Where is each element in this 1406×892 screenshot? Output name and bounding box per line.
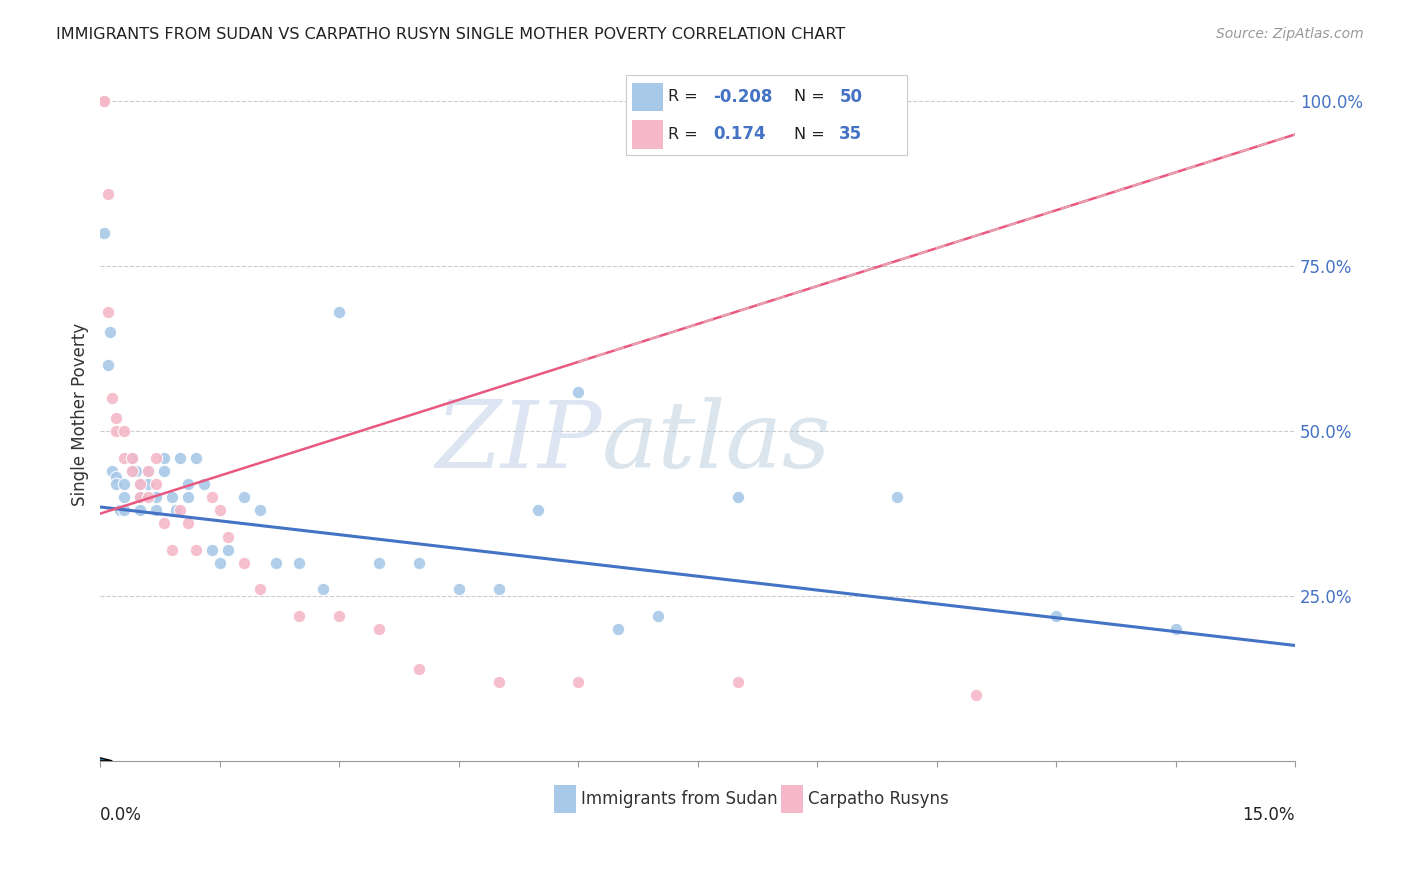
- Point: [153, 450, 176, 465]
- Point: [567, 384, 589, 399]
- Point: [232, 556, 254, 570]
- Point: [607, 622, 630, 636]
- Text: ZIP: ZIP: [436, 397, 602, 487]
- Point: [145, 450, 167, 465]
- Point: [121, 464, 143, 478]
- Point: [169, 450, 191, 465]
- Point: [647, 608, 669, 623]
- Point: [153, 516, 176, 531]
- Bar: [554, 785, 576, 813]
- Point: [208, 556, 231, 570]
- Text: Immigrants from Sudan: Immigrants from Sudan: [581, 790, 778, 808]
- Point: [249, 582, 271, 597]
- Point: [112, 450, 135, 465]
- Text: IMMIGRANTS FROM SUDAN VS CARPATHO RUSYN SINGLE MOTHER POVERTY CORRELATION CHART: IMMIGRANTS FROM SUDAN VS CARPATHO RUSYN …: [56, 27, 845, 42]
- Point: [97, 305, 120, 319]
- Point: [93, 227, 115, 241]
- Point: [217, 542, 239, 557]
- Point: [121, 464, 143, 478]
- Point: [177, 516, 200, 531]
- Text: Source: ZipAtlas.com: Source: ZipAtlas.com: [1216, 27, 1364, 41]
- Point: [101, 464, 124, 478]
- Point: [886, 490, 908, 504]
- Bar: [782, 785, 803, 813]
- Point: [169, 503, 191, 517]
- Point: [232, 490, 254, 504]
- Point: [328, 608, 350, 623]
- Point: [105, 411, 128, 425]
- Point: [368, 556, 391, 570]
- Point: [110, 503, 132, 517]
- Text: 15.0%: 15.0%: [1243, 805, 1295, 824]
- Point: [1164, 622, 1187, 636]
- Point: [408, 661, 430, 675]
- Y-axis label: Single Mother Poverty: Single Mother Poverty: [72, 323, 89, 507]
- Point: [177, 476, 200, 491]
- Point: [97, 186, 120, 201]
- Point: [129, 490, 152, 504]
- Point: [121, 450, 143, 465]
- Point: [447, 582, 470, 597]
- Point: [129, 503, 152, 517]
- Point: [153, 464, 176, 478]
- Point: [488, 582, 510, 597]
- Point: [160, 542, 183, 557]
- Point: [488, 674, 510, 689]
- Point: [208, 503, 231, 517]
- Point: [567, 674, 589, 689]
- Point: [177, 490, 200, 504]
- Point: [105, 476, 128, 491]
- Point: [160, 490, 183, 504]
- Point: [145, 490, 167, 504]
- Point: [97, 358, 120, 372]
- Point: [112, 424, 135, 438]
- Point: [93, 95, 115, 109]
- Point: [112, 490, 135, 504]
- Point: [105, 470, 128, 484]
- Point: [328, 305, 350, 319]
- Point: [217, 530, 239, 544]
- Point: [312, 582, 335, 597]
- Point: [408, 556, 430, 570]
- Point: [129, 476, 152, 491]
- Point: [136, 464, 159, 478]
- Point: [165, 503, 187, 517]
- Point: [101, 391, 124, 405]
- Point: [125, 464, 148, 478]
- Point: [121, 450, 143, 465]
- Point: [145, 503, 167, 517]
- Point: [112, 503, 135, 517]
- Point: [965, 688, 987, 702]
- Point: [184, 542, 207, 557]
- Point: [264, 556, 287, 570]
- Point: [249, 503, 271, 517]
- Text: Carpatho Rusyns: Carpatho Rusyns: [807, 790, 948, 808]
- Point: [129, 476, 152, 491]
- Point: [112, 476, 135, 491]
- Point: [136, 464, 159, 478]
- Point: [193, 476, 215, 491]
- FancyArrow shape: [89, 758, 112, 761]
- Point: [98, 325, 121, 339]
- Point: [184, 450, 207, 465]
- Point: [136, 490, 159, 504]
- Text: 0.0%: 0.0%: [100, 805, 142, 824]
- Point: [91, 95, 114, 109]
- Point: [727, 490, 749, 504]
- Point: [1045, 608, 1067, 623]
- Point: [288, 556, 311, 570]
- Point: [288, 608, 311, 623]
- Point: [129, 490, 152, 504]
- Point: [105, 424, 128, 438]
- Point: [201, 542, 224, 557]
- Point: [727, 674, 749, 689]
- Point: [527, 503, 550, 517]
- Text: atlas: atlas: [602, 397, 831, 487]
- Point: [368, 622, 391, 636]
- Point: [201, 490, 224, 504]
- Point: [136, 476, 159, 491]
- Point: [145, 476, 167, 491]
